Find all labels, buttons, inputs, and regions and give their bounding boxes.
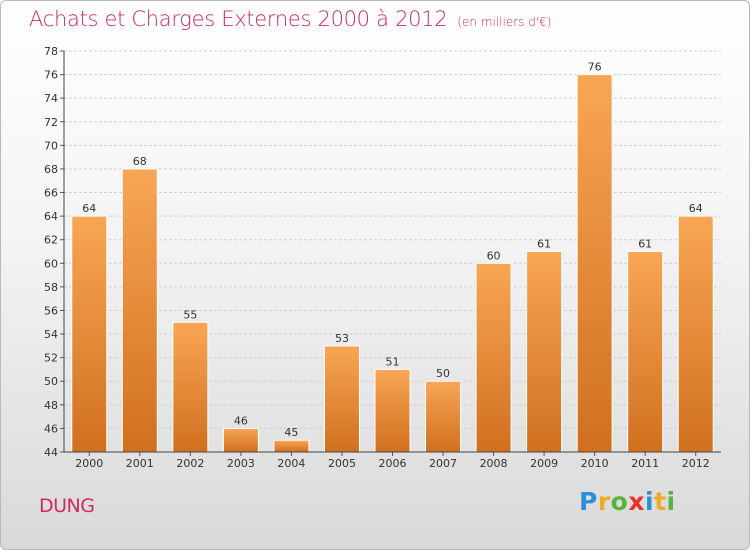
bar [475,262,512,453]
y-tick-label: 70 [44,139,58,152]
y-tick-label: 56 [44,304,58,317]
x-tick-label: 2006 [379,457,407,470]
bar-value-label: 76 [588,61,602,74]
bar [374,368,411,453]
x-tick-label: 2004 [277,457,305,470]
proxiti-logo: Proxiti [579,487,676,516]
y-tick-label: 52 [44,352,58,365]
bar [323,345,360,453]
y-tick-label: 68 [44,163,58,176]
x-tick-label: 2010 [581,457,609,470]
bar-value-label: 50 [436,367,450,380]
x-tick-label: 2003 [227,457,255,470]
logo-letter: P [579,487,598,516]
x-tick-label: 2007 [429,457,457,470]
bar [425,380,462,453]
bar [273,439,310,453]
bar [222,427,259,453]
chart-title: Achats et Charges Externes 2000 à 2012 (e… [29,7,551,31]
bar [627,251,664,453]
bar-value-label: 61 [638,238,652,251]
x-tick-label: 2005 [328,457,356,470]
x-tick-label: 2008 [480,457,508,470]
x-tick-label: 2011 [631,457,659,470]
x-tick-label: 2012 [682,457,710,470]
bar-value-label: 61 [537,238,551,251]
y-tick-label: 50 [44,375,58,388]
bar-value-label: 51 [386,355,400,368]
bar-value-label: 53 [335,332,349,345]
bar-value-label: 46 [234,414,248,427]
logo-letter: i [666,487,676,516]
bar-value-label: 64 [689,202,703,215]
bar-value-label: 55 [183,308,197,321]
logo-letter: r [597,487,611,516]
y-tick-label: 64 [44,210,58,223]
logo-letter: o [610,487,629,516]
bar-value-label: 68 [133,155,147,168]
y-tick-label: 74 [44,92,58,105]
y-tick-label: 46 [44,422,58,435]
x-tick-label: 2001 [126,457,154,470]
x-tick-label: 2009 [530,457,558,470]
y-tick-label: 62 [44,234,58,247]
y-tick-label: 76 [44,69,58,82]
y-tick-label: 58 [44,281,58,294]
x-tick-label: 2000 [75,457,103,470]
chart-title-unit: (en milliers d'€) [457,15,552,29]
bar-value-label: 45 [284,426,298,439]
commune-name: DUNG [39,495,95,517]
y-tick-label: 66 [44,187,58,200]
logo-letter: t [654,487,667,516]
y-tick-label: 72 [44,116,58,129]
logo-letter: x [628,487,645,516]
chart-title-text: Achats et Charges Externes 2000 à 2012 [29,7,448,31]
bar-value-label: 64 [82,202,96,215]
bar [172,321,209,453]
bar [71,215,108,453]
y-tick-label: 44 [44,446,58,459]
x-tick-label: 2002 [176,457,204,470]
bar [677,215,714,453]
bar-value-label: 60 [487,249,501,262]
y-tick-label: 78 [44,45,58,58]
y-tick-label: 60 [44,257,58,270]
bar [576,74,613,453]
bar [526,251,563,453]
y-tick-label: 48 [44,399,58,412]
bar [121,168,158,453]
logo-letter: i [645,487,655,516]
y-tick-label: 54 [44,328,58,341]
